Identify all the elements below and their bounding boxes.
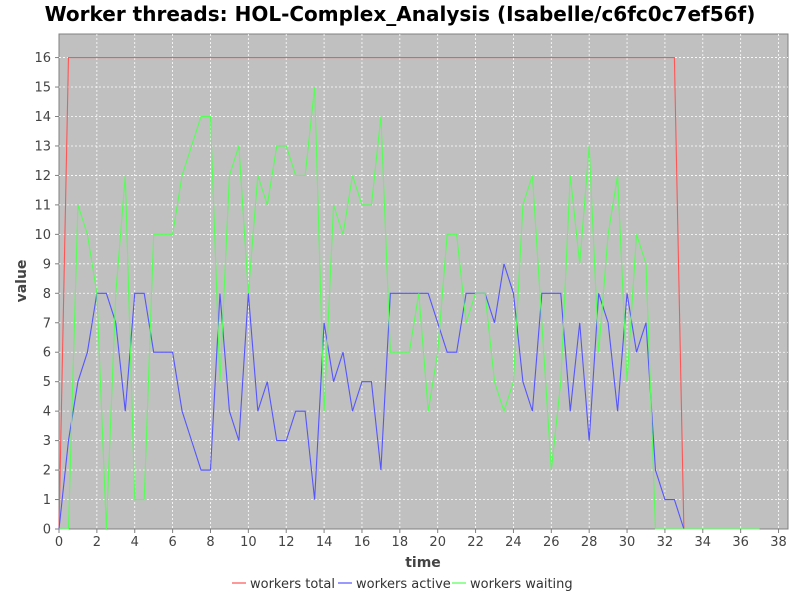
chart-title: Worker threads: HOL-Complex_Analysis (Is…: [45, 2, 756, 26]
x-tick-label: 0: [55, 535, 63, 550]
x-tick-label: 8: [206, 535, 214, 550]
x-tick-label: 34: [695, 535, 712, 550]
x-tick-label: 24: [505, 535, 522, 550]
y-tick-label: 7: [43, 316, 51, 331]
x-tick-label: 22: [467, 535, 484, 550]
x-tick-label: 16: [354, 535, 371, 550]
x-axis-label: time: [405, 555, 441, 571]
x-tick-label: 10: [240, 535, 257, 550]
series-layer: [58, 57, 760, 530]
x-tick-label: 12: [278, 535, 295, 550]
legend-label: workers active: [356, 577, 451, 592]
legend-label: workers waiting: [470, 577, 573, 592]
y-tick-label: 8: [43, 287, 51, 302]
y-tick-label: 13: [34, 139, 51, 154]
x-tick-label: 20: [429, 535, 446, 550]
legend-label: workers total: [250, 577, 335, 592]
x-tick-label: 14: [316, 535, 333, 550]
legend-item: workers total: [232, 577, 335, 592]
x-tick-label: 30: [619, 535, 636, 550]
y-tick-label: 6: [43, 346, 51, 361]
y-tick-label: 2: [43, 464, 51, 479]
x-tick-label: 28: [581, 535, 598, 550]
y-tick-label: 4: [43, 405, 51, 420]
y-tick-label: 11: [34, 198, 51, 213]
y-axis-label: value: [14, 260, 30, 303]
x-tick-label: 6: [168, 535, 176, 550]
y-tick-label: 16: [34, 51, 51, 66]
y-tick-label: 3: [43, 434, 51, 449]
x-axis-ticks: 0 2 4 6 8 10 12 14 16 18 20 22 24 26 28 30 32 34 36 38: [55, 529, 787, 550]
x-tick-label: 38: [770, 535, 787, 550]
legend: workers total workers active workers waiti…: [232, 577, 573, 592]
x-tick-label: 32: [657, 535, 674, 550]
y-tick-label: 14: [34, 110, 51, 125]
y-tick-label: 5: [43, 375, 51, 390]
y-tick-label: 12: [34, 169, 51, 184]
series-line-workers-waiting: [59, 86, 760, 530]
y-tick-label: 0: [43, 523, 51, 538]
series-line-workers-active: [58, 263, 760, 530]
x-tick-label: 4: [131, 535, 139, 550]
x-tick-label: 26: [543, 535, 560, 550]
x-tick-label: 2: [93, 535, 101, 550]
y-tick-label: 1: [43, 493, 51, 508]
y-tick-label: 10: [34, 228, 51, 243]
legend-item: workers waiting: [452, 577, 573, 592]
y-tick-label: 9: [43, 257, 51, 272]
x-tick-label: 18: [392, 535, 409, 550]
x-tick-label: 36: [732, 535, 749, 550]
legend-item: workers active: [338, 577, 451, 592]
grid-lines: [59, 34, 788, 529]
y-tick-label: 15: [34, 81, 51, 96]
